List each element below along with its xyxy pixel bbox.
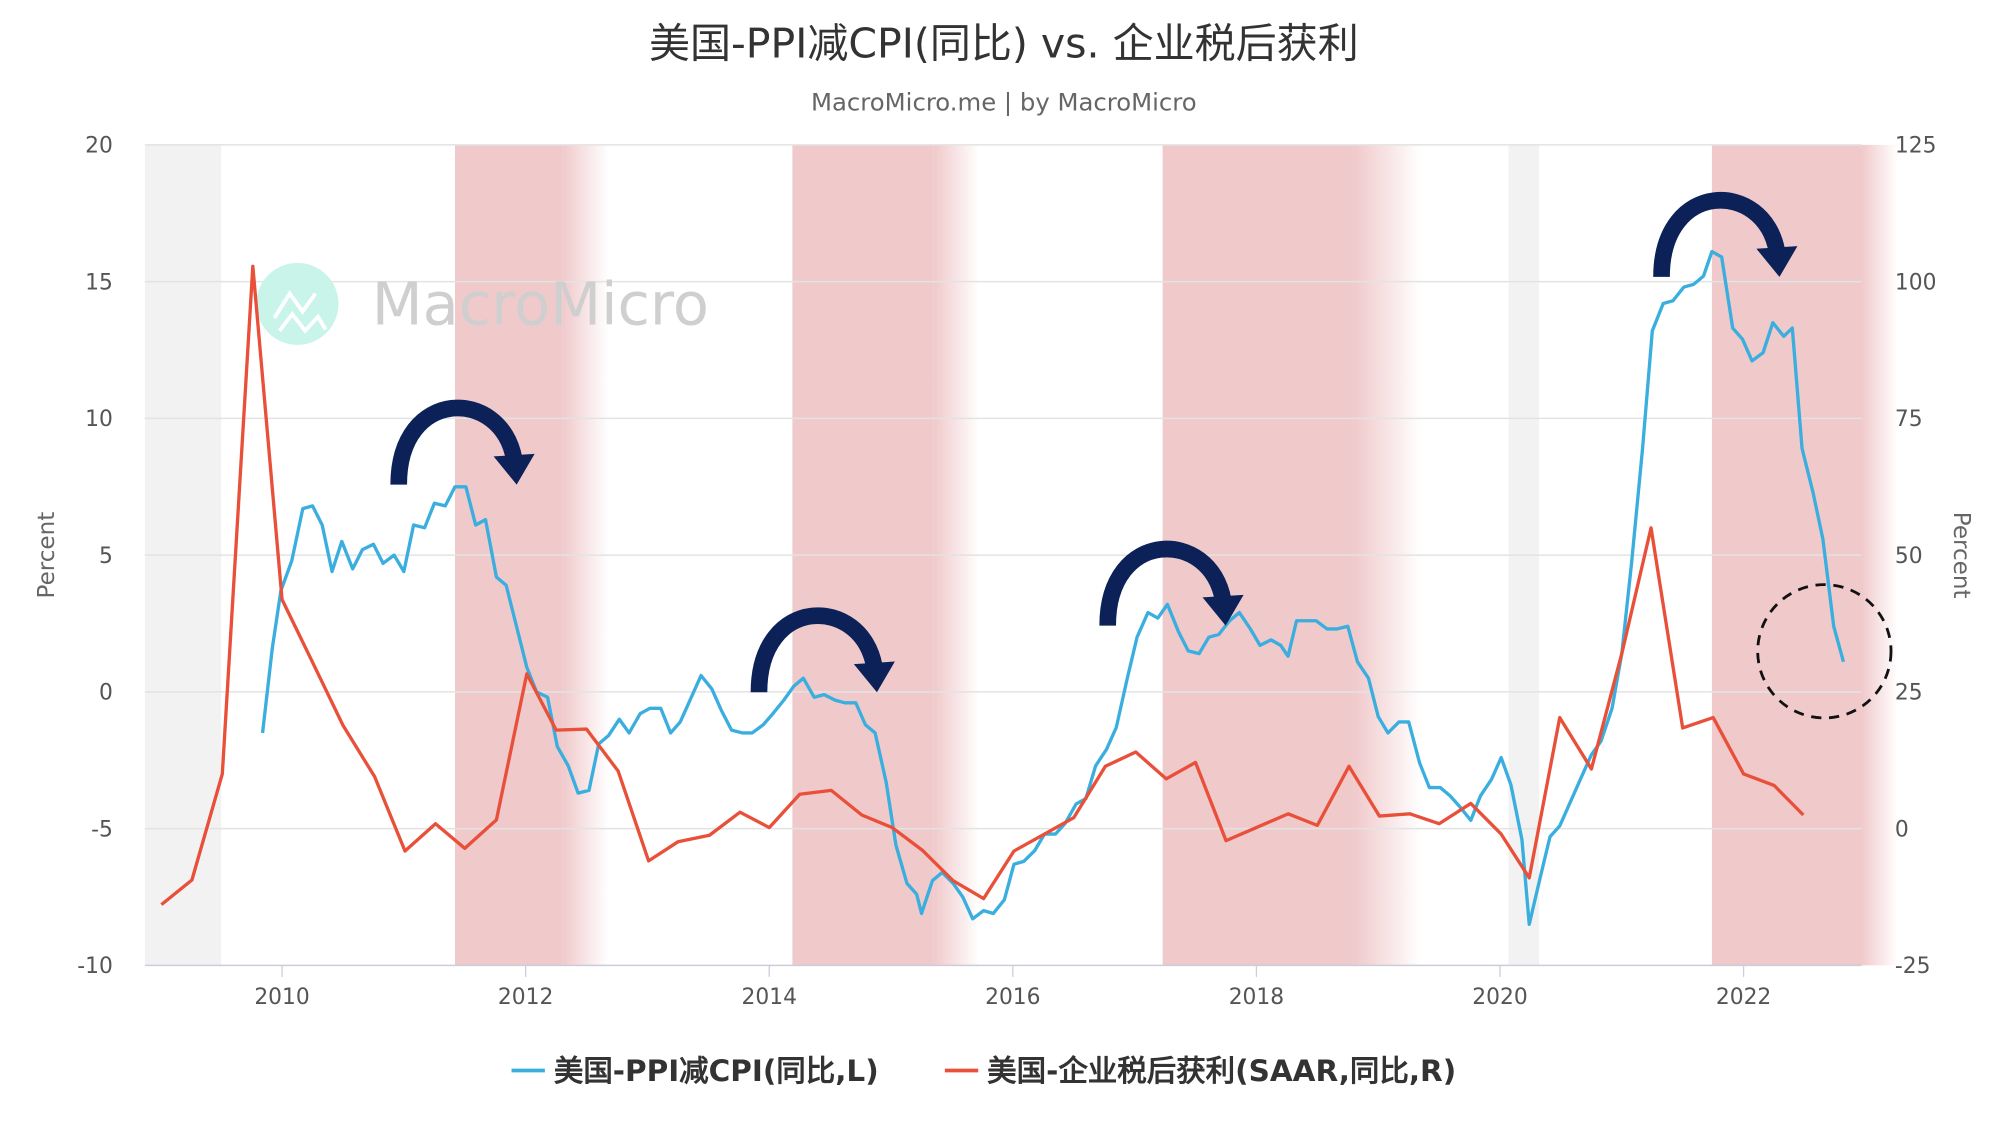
y-left-tick-label: 20 xyxy=(85,134,113,159)
y-right-tick-label: -25 xyxy=(1895,954,1931,979)
x-tick-label: 2022 xyxy=(1716,985,1771,1010)
y-left-tick-label: 10 xyxy=(85,407,113,432)
arrow-arc xyxy=(390,399,523,485)
x-tick-label: 2010 xyxy=(254,985,309,1010)
arrow-head xyxy=(853,661,895,693)
y-right-tick-label: 75 xyxy=(1895,407,1923,432)
curved-arrow-icon xyxy=(1653,191,1798,278)
chart-subtitle: MacroMicro.me | by MacroMicro xyxy=(811,87,1197,116)
series-line-ppi-cpi xyxy=(260,249,1846,927)
curved-arrow-icon xyxy=(750,607,895,693)
arrow-arc xyxy=(1099,540,1232,626)
series-lines xyxy=(160,249,1846,927)
arrow-arc xyxy=(1653,191,1786,278)
y-right-tick-label: 0 xyxy=(1895,817,1909,842)
y-right-tick-label: 25 xyxy=(1895,681,1923,706)
x-tick-label: 2016 xyxy=(985,985,1040,1010)
legend-item-profits[interactable]: 美国-企业税后获利(SAAR,同比,R) xyxy=(944,1054,1456,1088)
legend-label-profits: 美国-企业税后获利(SAAR,同比,R) xyxy=(987,1054,1456,1088)
y-right-tick-label: 50 xyxy=(1895,544,1923,569)
legend: 美国-PPI减CPI(同比,L) 美国-企业税后获利(SAAR,同比,R) xyxy=(511,1054,1456,1088)
x-tick-label: 2014 xyxy=(742,985,797,1010)
arrow-head xyxy=(1202,594,1244,626)
x-tick-label: 2018 xyxy=(1229,985,1284,1010)
highlight-band-fade xyxy=(1861,144,1898,966)
y-right-tick-label: 100 xyxy=(1895,270,1937,295)
x-tick-label: 2012 xyxy=(498,985,553,1010)
legend-item-ppi-cpi[interactable]: 美国-PPI减CPI(同比,L) xyxy=(511,1054,879,1088)
x-tick-label: 2020 xyxy=(1472,985,1527,1010)
y-left-tick-label: 15 xyxy=(85,270,113,295)
y-right-tick-label: 125 xyxy=(1895,134,1937,159)
axis-ticks: -10 -5 0 5 10 15 20 -25 0 25 50 75 100 125 2010 2012 201… xyxy=(77,134,1936,1010)
series-line-profits xyxy=(160,264,1805,906)
watermark-chart-icon xyxy=(272,290,328,334)
chart-title: 美国-PPI减CPI(同比) vs. 企业税后获利 xyxy=(649,20,1359,68)
arrow-head xyxy=(1756,246,1798,277)
y-axis-left-title: Percent xyxy=(34,512,60,599)
y-left-tick-label: -5 xyxy=(91,817,113,842)
y-left-tick-label: 5 xyxy=(99,544,113,569)
curved-arrow-icon xyxy=(390,399,535,485)
dashed-circle-highlight xyxy=(1756,583,1893,720)
watermark: MacroMicro xyxy=(256,262,709,345)
arrow-arc xyxy=(750,607,883,693)
annotations xyxy=(390,191,1893,720)
gridlines xyxy=(144,144,1862,967)
watermark-text: MacroMicro xyxy=(372,269,709,338)
y-left-tick-label: -10 xyxy=(77,954,113,979)
y-axis-right-title: Percent xyxy=(1948,512,1974,599)
y-left-tick-label: 0 xyxy=(99,681,113,706)
curved-arrow-icon xyxy=(1099,540,1244,626)
legend-label-ppi-cpi: 美国-PPI减CPI(同比,L) xyxy=(554,1054,879,1088)
arrow-head xyxy=(493,453,535,485)
